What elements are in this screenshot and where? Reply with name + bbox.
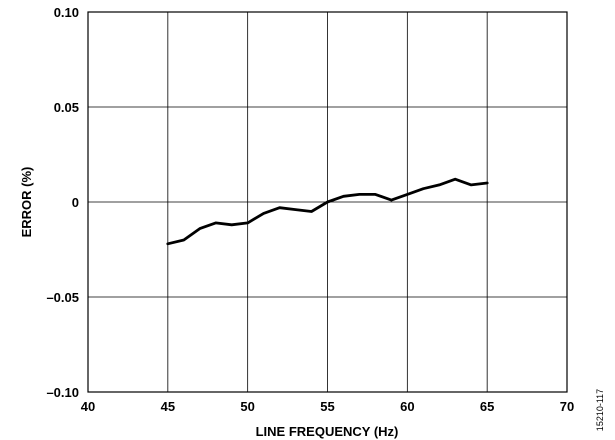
figure-id-label: 15210-117 xyxy=(595,389,605,431)
y-tick-label: 0 xyxy=(72,195,79,210)
y-tick-labels: 0.10 0.05 0 –0.05 –0.10 xyxy=(46,5,79,400)
plot-frame xyxy=(87,11,568,393)
x-axis-title: LINE FREQUENCY (Hz) xyxy=(256,424,399,439)
x-tick-labels: 40 45 50 55 60 65 70 xyxy=(81,399,574,414)
x-tick-label: 45 xyxy=(161,399,175,414)
y-tick-label: –0.10 xyxy=(46,385,79,400)
x-tick-label: 40 xyxy=(81,399,95,414)
x-tick-label: 55 xyxy=(320,399,334,414)
error-series-line xyxy=(166,177,489,246)
x-tick-label: 70 xyxy=(560,399,574,414)
x-tick-label: 65 xyxy=(480,399,494,414)
y-axis-title: ERROR (%) xyxy=(19,167,34,238)
y-tick-label: –0.05 xyxy=(46,290,79,305)
y-tick-label: 0.10 xyxy=(54,5,79,20)
x-tick-label: 60 xyxy=(400,399,414,414)
series-layer xyxy=(166,177,489,246)
x-tick-label: 50 xyxy=(240,399,254,414)
y-tick-label: 0.05 xyxy=(54,100,79,115)
